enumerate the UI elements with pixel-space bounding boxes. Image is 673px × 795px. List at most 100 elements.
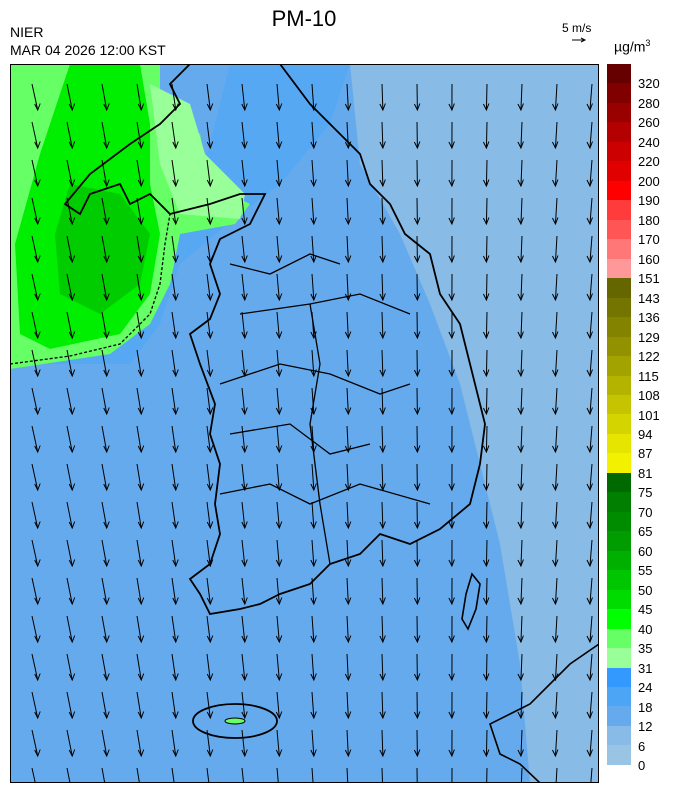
- wind-arrow-icon: [586, 463, 593, 492]
- wind-arrow-icon: [275, 577, 283, 606]
- legend-label: 94: [638, 426, 653, 442]
- wind-arrow-icon: [344, 463, 352, 492]
- wind-arrow-icon: [136, 615, 145, 644]
- wind-arrow-icon: [448, 501, 455, 530]
- wind-arrow-icon: [344, 577, 352, 606]
- wind-arrow-icon: [101, 615, 110, 644]
- legend-label: 101: [638, 407, 660, 423]
- legend-label: 136: [638, 310, 660, 326]
- wind-arrow-icon: [31, 349, 41, 378]
- wind-arrow-icon: [413, 615, 421, 644]
- wind-arrow-icon: [275, 387, 283, 416]
- wind-arrow-icon: [275, 311, 283, 340]
- legend-bin: [607, 239, 631, 259]
- wind-arrow-icon: [66, 425, 76, 454]
- wind-arrow-icon: [275, 273, 283, 302]
- wind-arrow-icon: [275, 425, 283, 454]
- legend-bin: [607, 356, 631, 376]
- legend-bin: [607, 278, 631, 298]
- legend-bin: [607, 628, 631, 649]
- wind-arrow-icon: [413, 83, 421, 112]
- legend-label: 87: [638, 446, 653, 462]
- wind-arrow-icon: [275, 615, 283, 644]
- wind-arrow-icon: [448, 273, 455, 302]
- wind-arrow-icon: [379, 501, 386, 530]
- wind-arrow-icon: [241, 387, 248, 416]
- legend-bin: [607, 83, 631, 103]
- wind-arrow-icon: [171, 653, 179, 682]
- wind-arrow-icon: [517, 425, 524, 454]
- wind-arrow-icon: [66, 387, 76, 416]
- wind-arrow-icon: [517, 463, 524, 492]
- wind-arrow-icon: [241, 197, 248, 226]
- wind-arrow-icon: [379, 729, 386, 758]
- wind-arrow-icon: [206, 349, 214, 378]
- wind-arrow-icon: [344, 425, 352, 454]
- wind-arrow-icon: [344, 273, 352, 302]
- wind-arrow-icon: [379, 539, 386, 568]
- wind-arrow-icon: [171, 501, 179, 530]
- wind-arrow-icon: [310, 197, 317, 226]
- wind-arrow-icon: [66, 83, 76, 112]
- wind-arrow-icon: [344, 615, 352, 644]
- wind-arrow-icon: [517, 121, 524, 150]
- legend-label: 160: [638, 251, 660, 267]
- wind-arrow-icon: [586, 615, 593, 644]
- wind-arrow-icon: [413, 159, 421, 188]
- legend-label: 200: [638, 173, 660, 189]
- wind-arrow-icon: [136, 83, 145, 112]
- wind-arrow-icon: [206, 121, 214, 150]
- wind-arrow-icon: [136, 159, 145, 188]
- wind-arrow-icon: [586, 387, 593, 416]
- wind-arrow-icon: [275, 501, 283, 530]
- legend-label: 122: [638, 349, 660, 365]
- wind-arrow-icon: [241, 767, 245, 783]
- wind-arrow-icon: [136, 653, 145, 682]
- legend-bin: [607, 336, 631, 357]
- legend-bin: [607, 648, 631, 668]
- legend-label: 75: [638, 485, 653, 501]
- legend-label: 24: [638, 680, 653, 696]
- wind-arrow-icon: [171, 235, 179, 264]
- wind-arrow-icon: [586, 159, 593, 188]
- wind-arrow-icon: [552, 577, 559, 606]
- east-sea-low-region: [350, 64, 599, 783]
- wind-scale-arrow-icon: [572, 37, 587, 43]
- legend-label: 50: [638, 582, 653, 598]
- wind-arrow-icon: [379, 615, 386, 644]
- wind-arrow-icon: [101, 539, 110, 568]
- wind-arrow-icon: [379, 83, 386, 112]
- wind-arrow-icon: [482, 653, 490, 682]
- wind-arrow-icon: [413, 425, 421, 454]
- legend-label: 320: [638, 76, 660, 92]
- wind-arrow-icon: [482, 235, 490, 264]
- wind-arrow-icon: [552, 425, 559, 454]
- wind-arrow-icon: [517, 83, 524, 112]
- wind-arrow-icon: [448, 197, 455, 226]
- legend-label: 45: [638, 602, 653, 618]
- wind-arrow-icon: [136, 349, 145, 378]
- legend-bin: [607, 219, 631, 240]
- wind-arrow-icon: [206, 615, 214, 644]
- wind-arrow-icon: [136, 539, 145, 568]
- jeju-peak: [224, 717, 246, 725]
- legend-label: 115: [638, 368, 659, 384]
- legend-label: 190: [638, 193, 660, 209]
- wind-arrow-icon: [413, 653, 421, 682]
- wind-arrow-icon: [66, 653, 76, 682]
- wind-arrow-icon: [206, 539, 214, 568]
- color-legend: [607, 64, 631, 765]
- wind-arrow-icon: [310, 539, 317, 568]
- wind-arrow-icon: [448, 463, 455, 492]
- wind-arrow-icon: [171, 197, 179, 226]
- wind-arrow-icon: [310, 83, 317, 112]
- wind-arrow-icon: [552, 539, 559, 568]
- wind-arrow-icon: [101, 463, 110, 492]
- legend-bin: [607, 258, 631, 279]
- wind-arrow-icon: [241, 729, 248, 758]
- wind-arrow-icon: [101, 425, 110, 454]
- green-high-region: [55, 184, 150, 314]
- wind-arrow-icon: [482, 311, 490, 340]
- wind-arrow-icon: [586, 729, 593, 758]
- wind-arrow-icon: [31, 653, 41, 682]
